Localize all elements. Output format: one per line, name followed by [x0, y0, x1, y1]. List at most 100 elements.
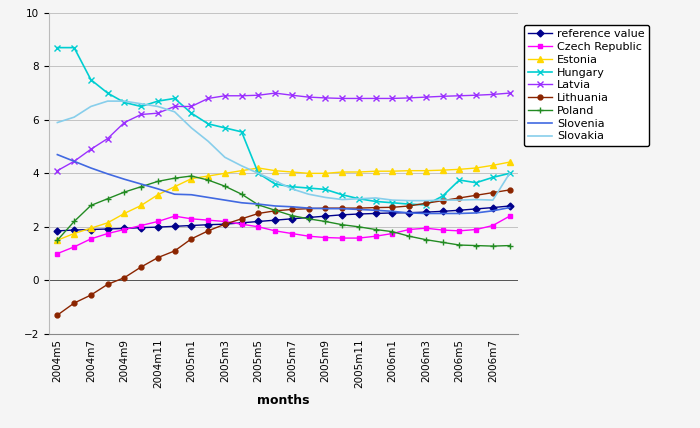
Czech Republic	[355, 235, 363, 241]
Hungary	[355, 196, 363, 201]
reference value	[472, 206, 480, 211]
Poland	[489, 244, 497, 249]
Slovakia	[87, 104, 95, 109]
Slovenia	[489, 208, 497, 214]
Czech Republic	[104, 231, 112, 236]
Latvia	[505, 91, 514, 96]
Czech Republic	[505, 214, 514, 219]
Lithuania	[304, 206, 313, 211]
Lithuania	[438, 198, 447, 203]
reference value	[505, 203, 514, 208]
Hungary	[137, 104, 146, 109]
reference value	[70, 228, 78, 233]
Lithuania	[489, 190, 497, 195]
Slovenia	[472, 211, 480, 216]
Poland	[254, 202, 262, 208]
Lithuania	[170, 248, 178, 253]
Slovenia	[170, 192, 178, 197]
Hungary	[187, 110, 195, 116]
Poland	[304, 216, 313, 221]
Lithuania	[389, 205, 397, 210]
Slovenia	[120, 177, 129, 182]
Line: Slovakia: Slovakia	[57, 101, 510, 201]
Lithuania	[120, 275, 129, 280]
Czech Republic	[438, 228, 447, 233]
Slovenia	[372, 208, 380, 213]
reference value	[438, 209, 447, 214]
Line: Lithuania: Lithuania	[55, 187, 512, 318]
Slovakia	[120, 98, 129, 104]
Slovakia	[438, 198, 447, 203]
Slovakia	[338, 197, 346, 202]
Poland	[405, 234, 413, 239]
Hungary	[405, 202, 413, 207]
Estonia	[505, 160, 514, 165]
reference value	[355, 211, 363, 217]
Poland	[389, 229, 397, 234]
reference value	[389, 211, 397, 216]
Poland	[372, 227, 380, 232]
Slovenia	[70, 159, 78, 164]
reference value	[53, 228, 62, 233]
Lithuania	[355, 205, 363, 211]
Poland	[472, 243, 480, 248]
Latvia	[187, 104, 195, 109]
Lithuania	[372, 205, 380, 210]
Czech Republic	[154, 219, 162, 224]
reference value	[220, 222, 229, 227]
Slovakia	[304, 192, 313, 197]
Latvia	[70, 159, 78, 164]
Czech Republic	[304, 234, 313, 239]
Latvia	[288, 93, 296, 98]
Latvia	[489, 92, 497, 97]
Poland	[70, 219, 78, 224]
Latvia	[472, 93, 480, 98]
Slovenia	[304, 205, 313, 211]
Poland	[237, 192, 246, 197]
Estonia	[438, 168, 447, 173]
Hungary	[104, 91, 112, 96]
Poland	[154, 179, 162, 184]
Lithuania	[53, 312, 62, 318]
Slovenia	[438, 211, 447, 216]
Slovakia	[204, 139, 212, 144]
Slovenia	[137, 181, 146, 187]
Estonia	[472, 166, 480, 171]
Hungary	[70, 45, 78, 50]
Slovenia	[187, 192, 195, 197]
Estonia	[355, 169, 363, 175]
Slovenia	[355, 207, 363, 212]
Slovakia	[421, 198, 430, 203]
Hungary	[338, 192, 346, 197]
Slovakia	[389, 198, 397, 203]
Slovakia	[70, 115, 78, 120]
Estonia	[405, 168, 413, 173]
Latvia	[154, 110, 162, 116]
reference value	[137, 225, 146, 230]
Czech Republic	[137, 223, 146, 228]
reference value	[154, 225, 162, 230]
Hungary	[288, 184, 296, 189]
Latvia	[170, 104, 178, 109]
Latvia	[421, 95, 430, 100]
Estonia	[489, 163, 497, 168]
Slovenia	[455, 211, 463, 216]
Slovakia	[405, 198, 413, 203]
Estonia	[455, 167, 463, 172]
Czech Republic	[254, 224, 262, 229]
Latvia	[53, 168, 62, 173]
Estonia	[154, 192, 162, 197]
Hungary	[505, 171, 514, 176]
Hungary	[489, 175, 497, 180]
Slovakia	[489, 198, 497, 203]
Hungary	[321, 187, 330, 192]
Hungary	[170, 96, 178, 101]
Lithuania	[405, 203, 413, 208]
Latvia	[389, 96, 397, 101]
Hungary	[271, 181, 279, 187]
Poland	[204, 178, 212, 183]
Latvia	[204, 96, 212, 101]
reference value	[321, 214, 330, 219]
Line: Slovenia: Slovenia	[57, 155, 510, 214]
Czech Republic	[405, 227, 413, 232]
